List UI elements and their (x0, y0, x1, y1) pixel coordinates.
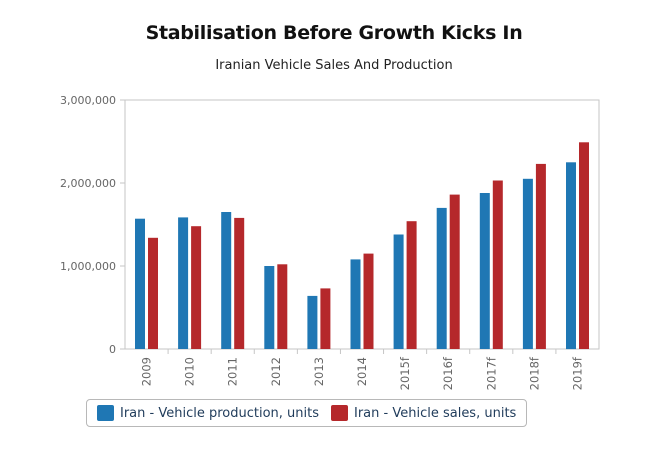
legend-swatch-production (97, 405, 114, 421)
plot-frame (124, 99, 600, 350)
bar-production-2017f (479, 193, 490, 349)
bar-production-2010 (178, 217, 189, 349)
bar-sales-2019f (579, 142, 589, 349)
x-tick-label: 2014 (355, 357, 369, 386)
legend-item-sales[interactable]: Iran - Vehicle sales, units (331, 405, 516, 421)
x-tick-label: 2015f (398, 356, 412, 390)
bar-sales-2016f (449, 194, 460, 349)
bar-sales-2015f (406, 221, 417, 349)
bar-sales-2011 (234, 217, 245, 349)
bar-sales-2018f (535, 163, 546, 349)
x-tick-label: 2016f (441, 356, 455, 390)
legend-item-production[interactable]: Iran - Vehicle production, units (97, 405, 319, 421)
chart-subtitle: Iranian Vehicle Sales And Production (215, 58, 453, 73)
bar-production-2011 (221, 212, 232, 349)
bar-production-2019f (566, 162, 576, 350)
x-tick-label: 2011 (226, 357, 240, 386)
ticks-layer: 0 1,000,000 2,000,000 3,000,000 2009 2010 2011… (60, 94, 584, 390)
x-tick-label: 2010 (183, 357, 197, 386)
bar-production-2012 (264, 266, 275, 349)
bar-production-2016f (436, 207, 447, 349)
bar-sales-2017f (492, 180, 503, 349)
legend-label-sales: Iran - Vehicle sales, units (354, 405, 517, 421)
legend: Iran - Vehicle production, units Iran - … (86, 399, 528, 427)
bar-sales-2009 (148, 237, 158, 349)
bar-production-2018f (522, 178, 533, 349)
bar-production-2009 (135, 218, 145, 349)
axes-layer (120, 99, 600, 354)
x-tick-label: 2019f (570, 356, 584, 390)
y-tick-label: 1,000,000 (60, 260, 116, 273)
bar-production-2015f (393, 234, 404, 349)
bar-sales-2013 (320, 288, 331, 349)
bars-layer (135, 142, 589, 350)
bar-production-2014 (350, 259, 361, 349)
y-tick-label: 0 (109, 343, 116, 356)
x-tick-label: 2013 (312, 357, 326, 386)
bar-sales-2014 (363, 253, 374, 349)
x-tick-label: 2017f (484, 356, 498, 390)
bar-production-2013 (307, 295, 318, 349)
legend-swatch-sales (331, 405, 348, 421)
y-tick-label: 2,000,000 (60, 177, 116, 190)
x-tick-label: 2009 (140, 357, 154, 386)
y-tick-label: 3,000,000 (60, 94, 116, 107)
x-tick-label: 2018f (527, 356, 541, 390)
legend-label-production: Iran - Vehicle production, units (120, 405, 319, 421)
chart-title: Stabilisation Before Growth Kicks In (145, 22, 523, 44)
x-tick-label: 2012 (269, 357, 283, 386)
bar-sales-2012 (277, 264, 288, 349)
bar-sales-2010 (191, 226, 202, 349)
